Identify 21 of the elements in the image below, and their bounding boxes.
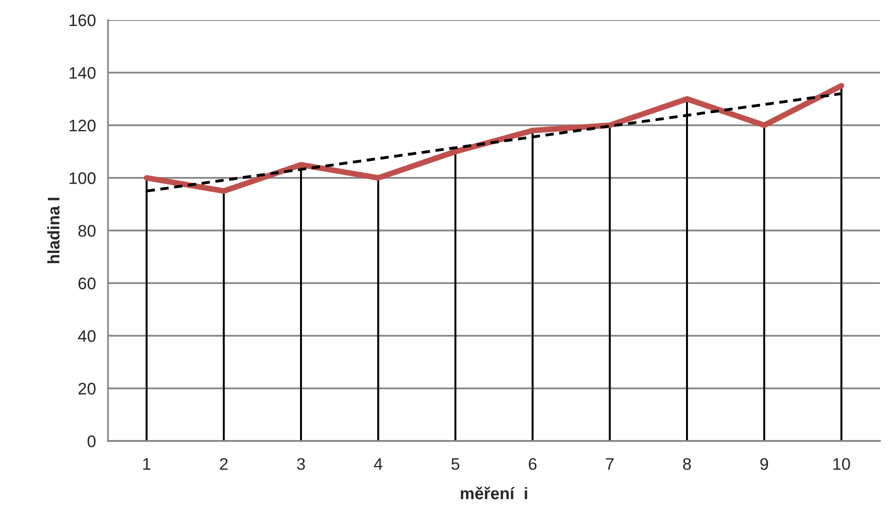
y-tick-label: 80 [78,224,96,237]
y-tick-label: 140 [70,67,96,79]
y-tick-label: 20 [78,382,96,395]
y-tick-label: 100 [70,172,96,184]
x-tick-label: 6 [528,458,536,470]
x-tick-label: 8 [683,458,691,470]
x-tick-label: 10 [833,458,850,470]
y-axis-title: hladina I [47,198,60,264]
x-tick-label: 5 [451,458,460,470]
x-tick-label: 7 [606,458,614,470]
y-tick-label: 120 [70,120,96,132]
y-tick-label: 160 [70,14,96,26]
x-tick-label: 3 [297,458,305,470]
x-tick-label: 4 [374,458,382,470]
x-tick-label: 1 [143,458,150,470]
y-tick-label: 60 [78,278,96,290]
x-tick-label: 9 [760,458,768,470]
x-tick-label: 2 [220,458,228,470]
x-axis-title: měření i [460,486,528,500]
y-tick-label: 0 [88,435,96,448]
y-tick-label: 40 [78,330,96,342]
